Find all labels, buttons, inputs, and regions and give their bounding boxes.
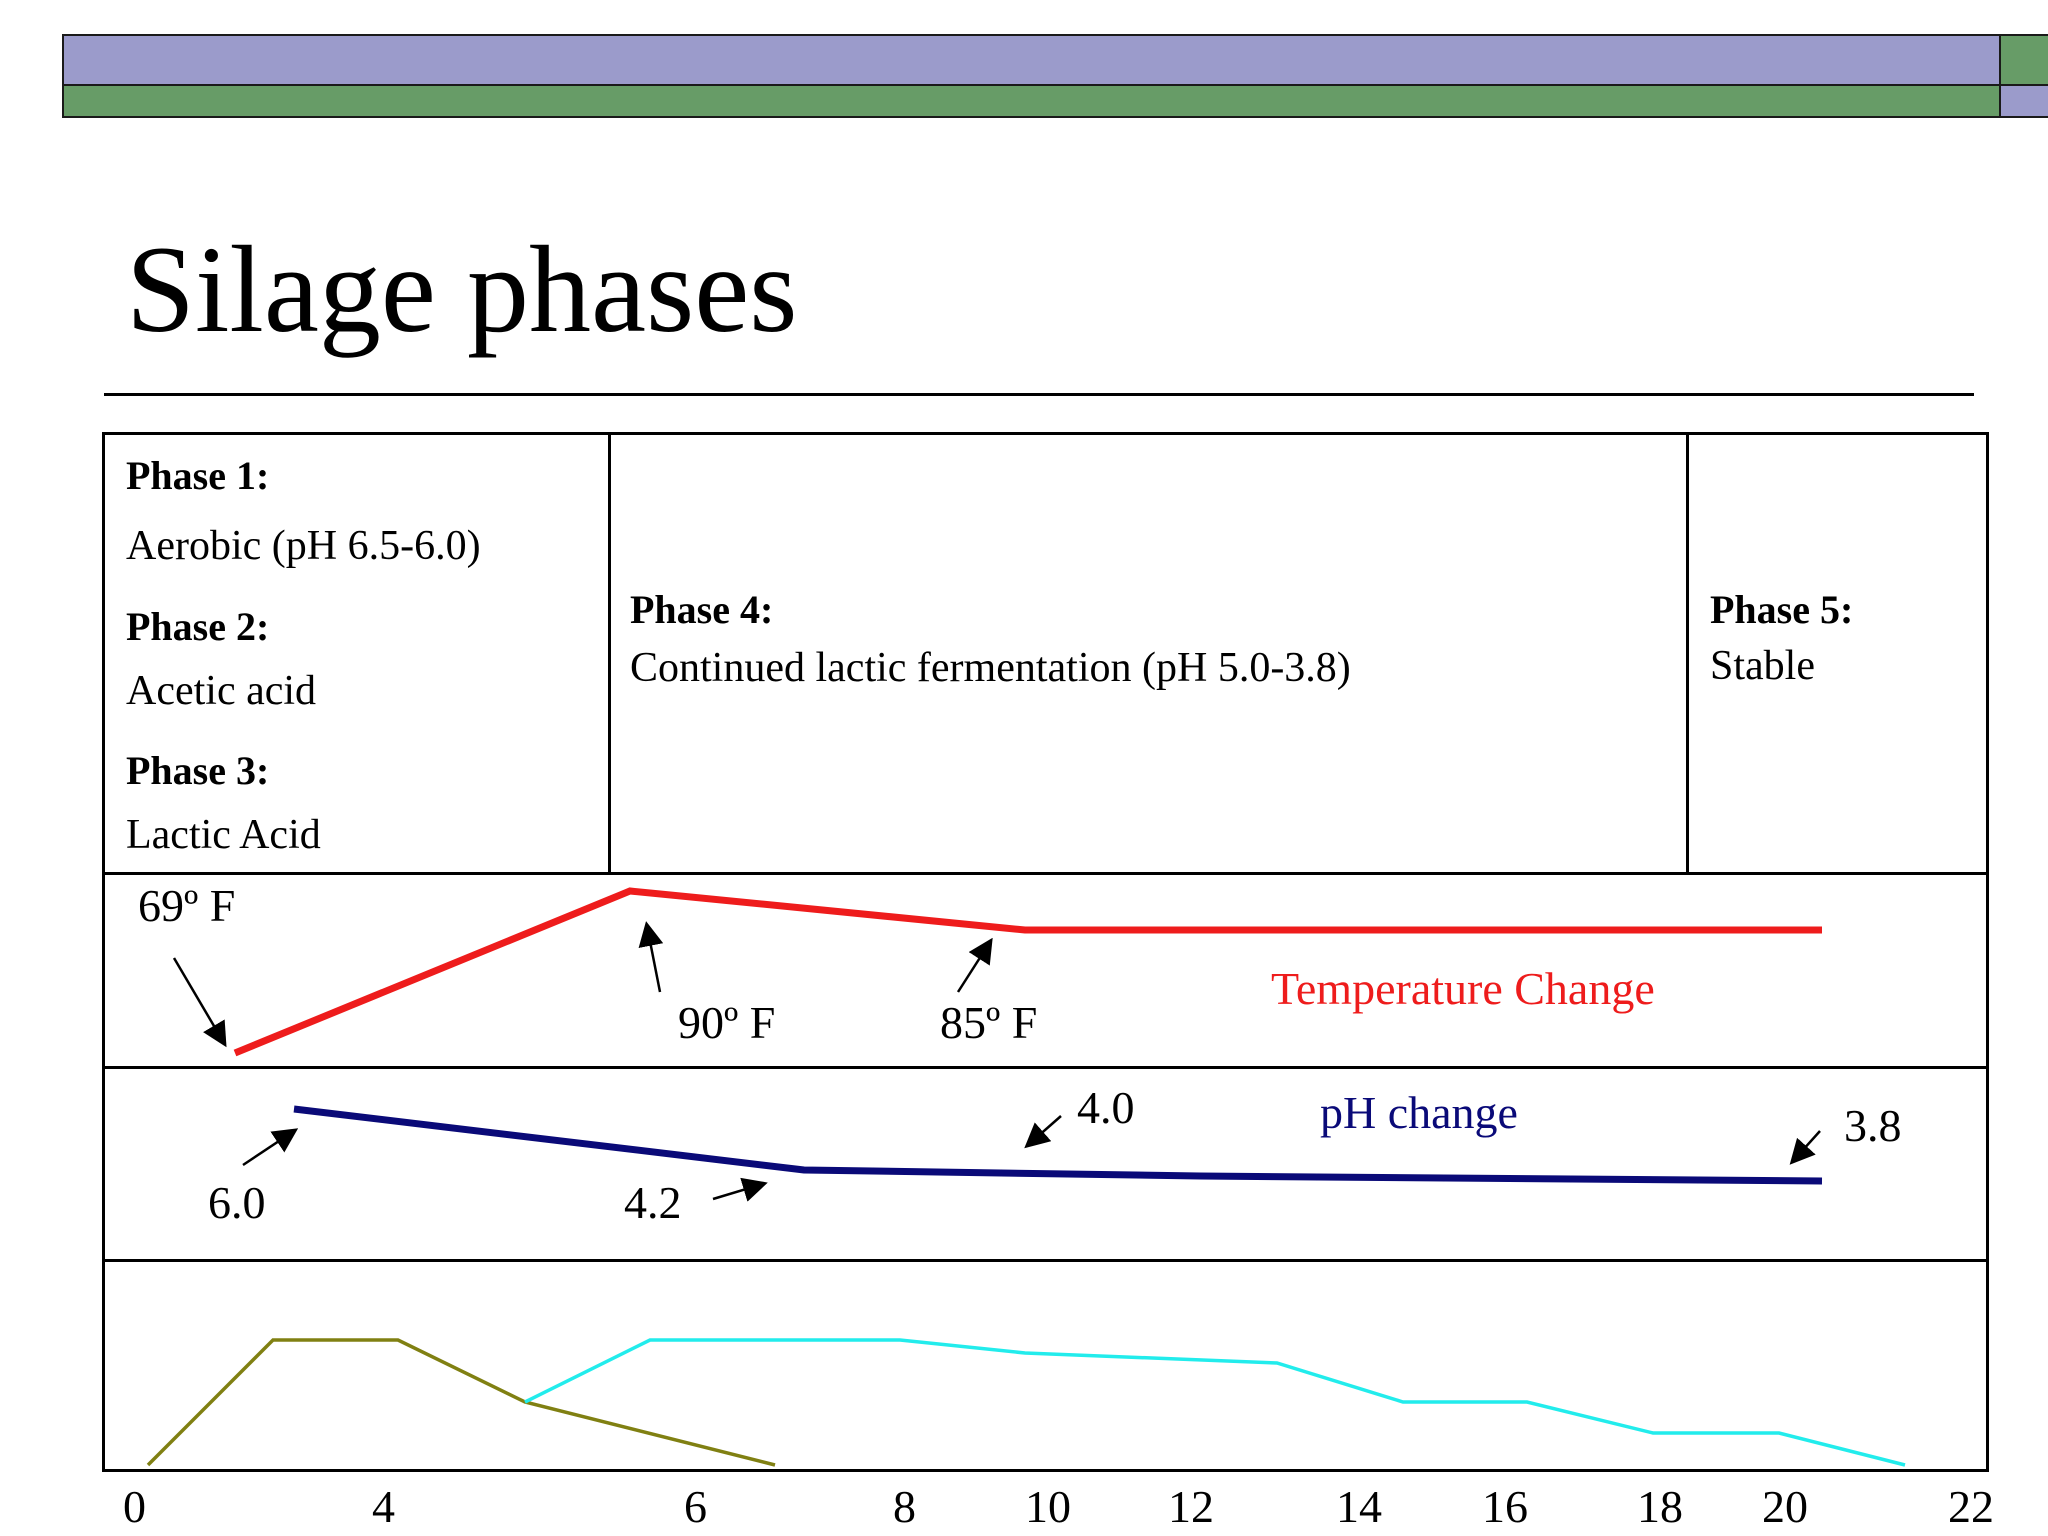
arrow-69f xyxy=(172,957,227,1048)
temp-annotation-69: 69º F xyxy=(138,880,236,931)
phase-4-text: Continued lactic fermentation (pH 5.0-3.… xyxy=(630,645,1351,691)
arrow-85f xyxy=(956,937,993,993)
ph-change-label: pH change xyxy=(1320,1087,1518,1138)
phase-5-text: Stable xyxy=(1710,643,1815,689)
row-divider-1 xyxy=(102,872,1989,875)
temperature-line xyxy=(233,887,1822,1057)
phase-5-heading: Phase 5: xyxy=(1710,587,1854,632)
ph-annotation-4-0: 4.0 xyxy=(1077,1082,1135,1133)
x-tick-label: 14 xyxy=(1336,1481,1382,1532)
diagram-frame xyxy=(102,432,1989,1472)
x-tick-label: 16 xyxy=(1482,1481,1528,1532)
arrow-90f xyxy=(638,921,664,993)
phase-4-heading: Phase 4: xyxy=(630,587,774,632)
ph-annotation-3-8: 3.8 xyxy=(1844,1100,1902,1151)
ph-annotation-6-0: 6.0 xyxy=(208,1177,266,1228)
phase-1-heading: Phase 1: xyxy=(126,453,270,498)
cyan-series-line xyxy=(524,1338,1906,1467)
ph-annotation-4-2: 4.2 xyxy=(624,1177,682,1228)
arrow-ph-3-8 xyxy=(1789,1130,1821,1165)
row-divider-2 xyxy=(102,1066,1989,1069)
phase-3-text: Lactic Acid xyxy=(126,812,321,858)
x-tick-label: 22 xyxy=(1948,1481,1994,1532)
phase-3-heading: Phase 3: xyxy=(126,748,270,793)
x-tick-label: 4 xyxy=(372,1481,395,1532)
x-tick-label: 0 xyxy=(123,1481,146,1532)
x-tick-label: 6 xyxy=(684,1481,707,1532)
phase-divider-2 xyxy=(1686,432,1689,874)
ph-line xyxy=(293,1105,1823,1185)
x-tick-label: 12 xyxy=(1168,1481,1214,1532)
arrow-ph-4-0 xyxy=(1024,1115,1062,1149)
temperature-change-label: Temperature Change xyxy=(1271,963,1655,1014)
arrow-ph-6-0 xyxy=(242,1128,299,1167)
title-underline xyxy=(104,393,1974,396)
phase-1-text: Aerobic (pH 6.5-6.0) xyxy=(126,523,481,569)
temp-annotation-85: 85º F xyxy=(940,997,1038,1048)
banner-bottom xyxy=(62,84,2001,118)
phase-2-heading: Phase 2: xyxy=(126,604,270,649)
page-title: Silage phases xyxy=(126,221,798,358)
phase-2-text: Acetic acid xyxy=(126,668,317,714)
temp-annotation-90: 90º F xyxy=(678,997,776,1048)
banner-top-corner xyxy=(1999,34,2048,86)
olive-series-line xyxy=(146,1338,776,1467)
x-tick-label: 18 xyxy=(1637,1481,1683,1532)
arrow-ph-4-2 xyxy=(712,1177,768,1202)
phase-divider-1 xyxy=(608,432,611,874)
x-tick-label: 8 xyxy=(893,1481,916,1532)
banner-bottom-corner xyxy=(1999,84,2048,118)
x-tick-label: 10 xyxy=(1025,1481,1071,1532)
row-divider-3 xyxy=(102,1259,1989,1262)
x-tick-label: 20 xyxy=(1762,1481,1808,1532)
